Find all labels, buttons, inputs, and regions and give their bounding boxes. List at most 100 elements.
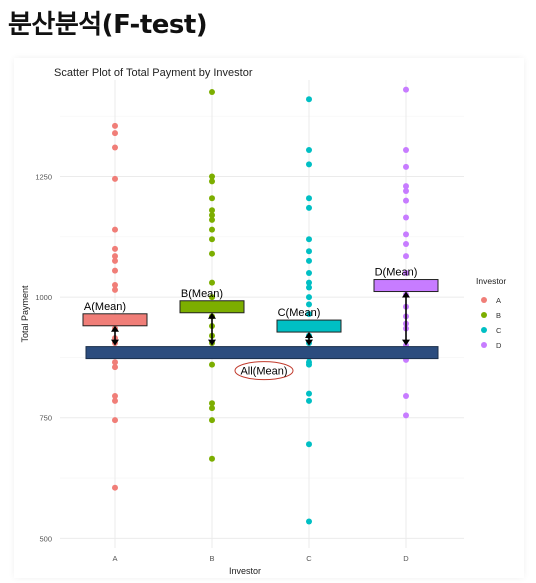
deviation-arrow-head [208,339,216,346]
data-point [209,294,215,301]
data-point [403,187,409,194]
scatter-chart: Scatter Plot of Total Payment by Investo… [20,67,506,576]
data-point [209,195,215,202]
data-point [209,417,215,424]
chart-title: Scatter Plot of Total Payment by Investo… [54,67,253,79]
data-point [306,294,312,301]
data-point [306,301,312,308]
data-point [209,405,215,412]
data-point [209,455,215,462]
data-point [112,364,118,371]
data-point [209,178,215,185]
data-point [209,212,215,219]
data-point [306,390,312,397]
data-point [306,441,312,448]
y-axis-label: Total Payment [20,285,30,343]
overall-mean-label-circle [234,361,294,381]
data-point [112,286,118,293]
legend-label: B [496,311,501,320]
data-point [209,216,215,223]
data-point [112,253,118,260]
data-point [306,146,312,153]
data-point [403,269,409,276]
data-point [112,397,118,404]
x-tick-label: B [209,554,214,563]
data-point [209,250,215,257]
legend-key [481,312,487,318]
x-tick-label: C [306,554,312,563]
data-point [112,484,118,491]
deviation-arrow-head [208,312,216,319]
data-point [209,226,215,233]
data-point [306,269,312,276]
data-point [403,86,409,93]
group-mean-label: C(Mean) [278,307,321,319]
data-point [209,279,215,286]
data-point [306,204,312,211]
data-point [112,122,118,129]
deviation-arrow-head [402,291,410,298]
data-point [306,518,312,525]
data-point [209,173,215,180]
data-point [112,267,118,274]
legend-title: Investor [476,276,506,286]
data-point [403,241,409,248]
y-tick-label: 750 [39,414,52,423]
x-tick-label: A [112,554,117,563]
data-point [306,96,312,103]
data-point [306,284,312,291]
data-point [209,400,215,407]
data-point [306,236,312,243]
data-point [306,161,312,168]
legend-label: C [496,326,502,335]
data-point [306,311,312,317]
data-point [306,248,312,255]
data-point [112,359,118,366]
data-point [403,253,409,260]
y-tick-label: 1250 [35,172,52,181]
data-point [306,257,312,264]
data-point [112,226,118,233]
x-tick-label: D [403,554,409,563]
data-point [112,245,118,252]
data-point [209,207,215,214]
data-point [403,214,409,221]
overall-mean-bar [85,346,439,360]
legend-key [481,327,487,333]
data-point [112,257,118,264]
group-mean-box [179,300,245,314]
data-point [403,393,409,400]
deviation-arrow-head [402,339,410,346]
data-point [112,144,118,151]
data-point [403,163,409,170]
overall-mean-label: All(Mean) [240,366,287,378]
group-mean-box [82,313,148,327]
deviation-arrow-head [111,339,119,346]
deviation-arrow-head [111,325,119,332]
group-mean-box [276,319,342,333]
data-point [112,282,118,289]
group-mean-label: B(Mean) [181,288,223,300]
data-point [403,231,409,238]
legend-label: D [496,341,502,350]
data-point [112,130,118,137]
y-tick-label: 1000 [35,293,52,302]
data-point [306,279,312,286]
data-point [403,197,409,204]
legend-key [481,297,487,303]
page-heading: 분산분석(F-test) [8,10,208,40]
y-tick-label: 500 [39,534,52,543]
deviation-arrow-head [305,332,313,339]
data-point [306,195,312,202]
chart-panel: Scatter Plot of Total Payment by Investo… [14,58,524,578]
data-point [403,146,409,153]
x-axis-label: Investor [229,566,261,576]
data-point [112,417,118,424]
data-point [306,361,312,368]
group-mean-label: D(Mean) [375,267,418,279]
data-point [403,183,409,190]
deviation-arrow-head [305,339,313,346]
legend-key [481,342,487,348]
group-mean-box [373,279,439,293]
data-point [209,89,215,96]
